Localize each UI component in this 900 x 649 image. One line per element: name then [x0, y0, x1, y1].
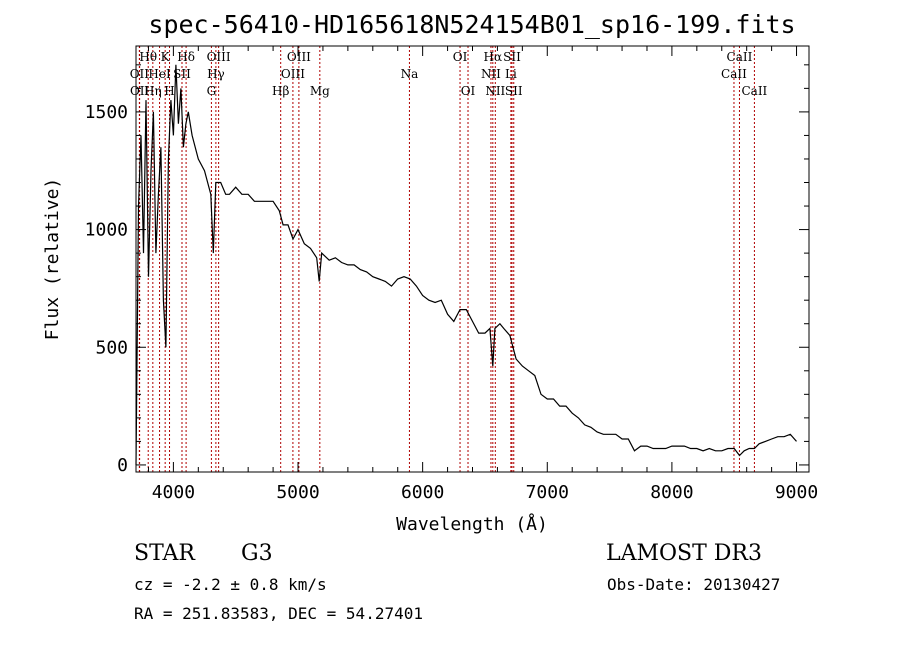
spectral-line-label: HeI — [148, 67, 171, 81]
x-axis: 4000 5000 6000 7000 8000 9000 — [147, 46, 818, 503]
spectral-line-label: CaII — [727, 50, 753, 64]
spectral-line-label: SII — [505, 84, 523, 98]
spectral-line-label: Hα — [484, 50, 503, 64]
object-subclass: G3 — [241, 541, 273, 566]
spectral-line-label: H — [164, 84, 174, 98]
spectral-line-label: OIII — [207, 50, 231, 64]
spectral-line-label: OII — [130, 84, 150, 98]
obs-date: Obs-Date: 20130427 — [607, 575, 780, 594]
plot-frame — [135, 45, 810, 473]
chart-title: spec-56410-HD165618N524154B01_sp16-199.f… — [148, 10, 795, 39]
spectral-line-label: Hδ — [177, 50, 195, 64]
spectral-line-label: CaII — [721, 67, 747, 81]
y-tick-label: 500 — [95, 337, 128, 358]
x-tick-label: 4000 — [152, 482, 195, 503]
x-tick-label: 6000 — [401, 482, 444, 503]
x-tick-label: 5000 — [276, 482, 319, 503]
object-type: STAR — [134, 541, 196, 566]
y-tick-label: 1500 — [85, 102, 128, 123]
spectral-line-label: OII — [130, 67, 150, 81]
spectral-line-label: K — [161, 50, 171, 64]
x-tick-label: 8000 — [650, 482, 693, 503]
coordinates: RA = 251.83583, DEC = 54.27401 — [134, 604, 423, 623]
y-tick-label: 0 — [117, 455, 128, 476]
spectral-line-label: OI — [453, 50, 468, 64]
spectral-line-label: Hβ — [272, 84, 289, 98]
spectrum-line — [135, 64, 797, 465]
spectral-line-label: NII — [485, 84, 505, 98]
spectrum-plot — [135, 64, 797, 465]
y-axis-label: Flux (relative) — [42, 178, 63, 341]
spectral-line-label: OIII — [287, 50, 311, 64]
spectral-line-label: SII — [503, 50, 521, 64]
spectral-line-label: NII — [481, 67, 501, 81]
spectral-line-label: Hθ — [139, 50, 157, 64]
spectral-line-label: Mg — [310, 84, 330, 98]
spectral-line-label: OIII — [281, 67, 305, 81]
spectral-line-markers — [138, 46, 755, 472]
spectral-line-label: CaII — [741, 84, 767, 98]
y-tick-label: 1000 — [85, 220, 128, 241]
x-axis-label: Wavelength (Å) — [396, 513, 548, 535]
spectral-line-label: G — [207, 84, 217, 98]
spectral-line-label: Hγ — [207, 67, 225, 81]
redshift-info: cz = -2.2 ± 0.8 km/s — [134, 575, 327, 594]
spectral-line-label: Hη — [144, 84, 162, 98]
y-axis: 0 500 1000 1500 — [85, 64, 809, 476]
x-tick-label: 7000 — [526, 482, 569, 503]
survey-name: LAMOST DR3 — [606, 541, 762, 566]
x-tick-label: 9000 — [775, 482, 818, 503]
spectral-line-label: Li — [505, 67, 517, 81]
spectral-line-label: OI — [461, 84, 476, 98]
spectral-line-label: Na — [401, 67, 419, 81]
spectral-line-label: SII — [173, 67, 191, 81]
